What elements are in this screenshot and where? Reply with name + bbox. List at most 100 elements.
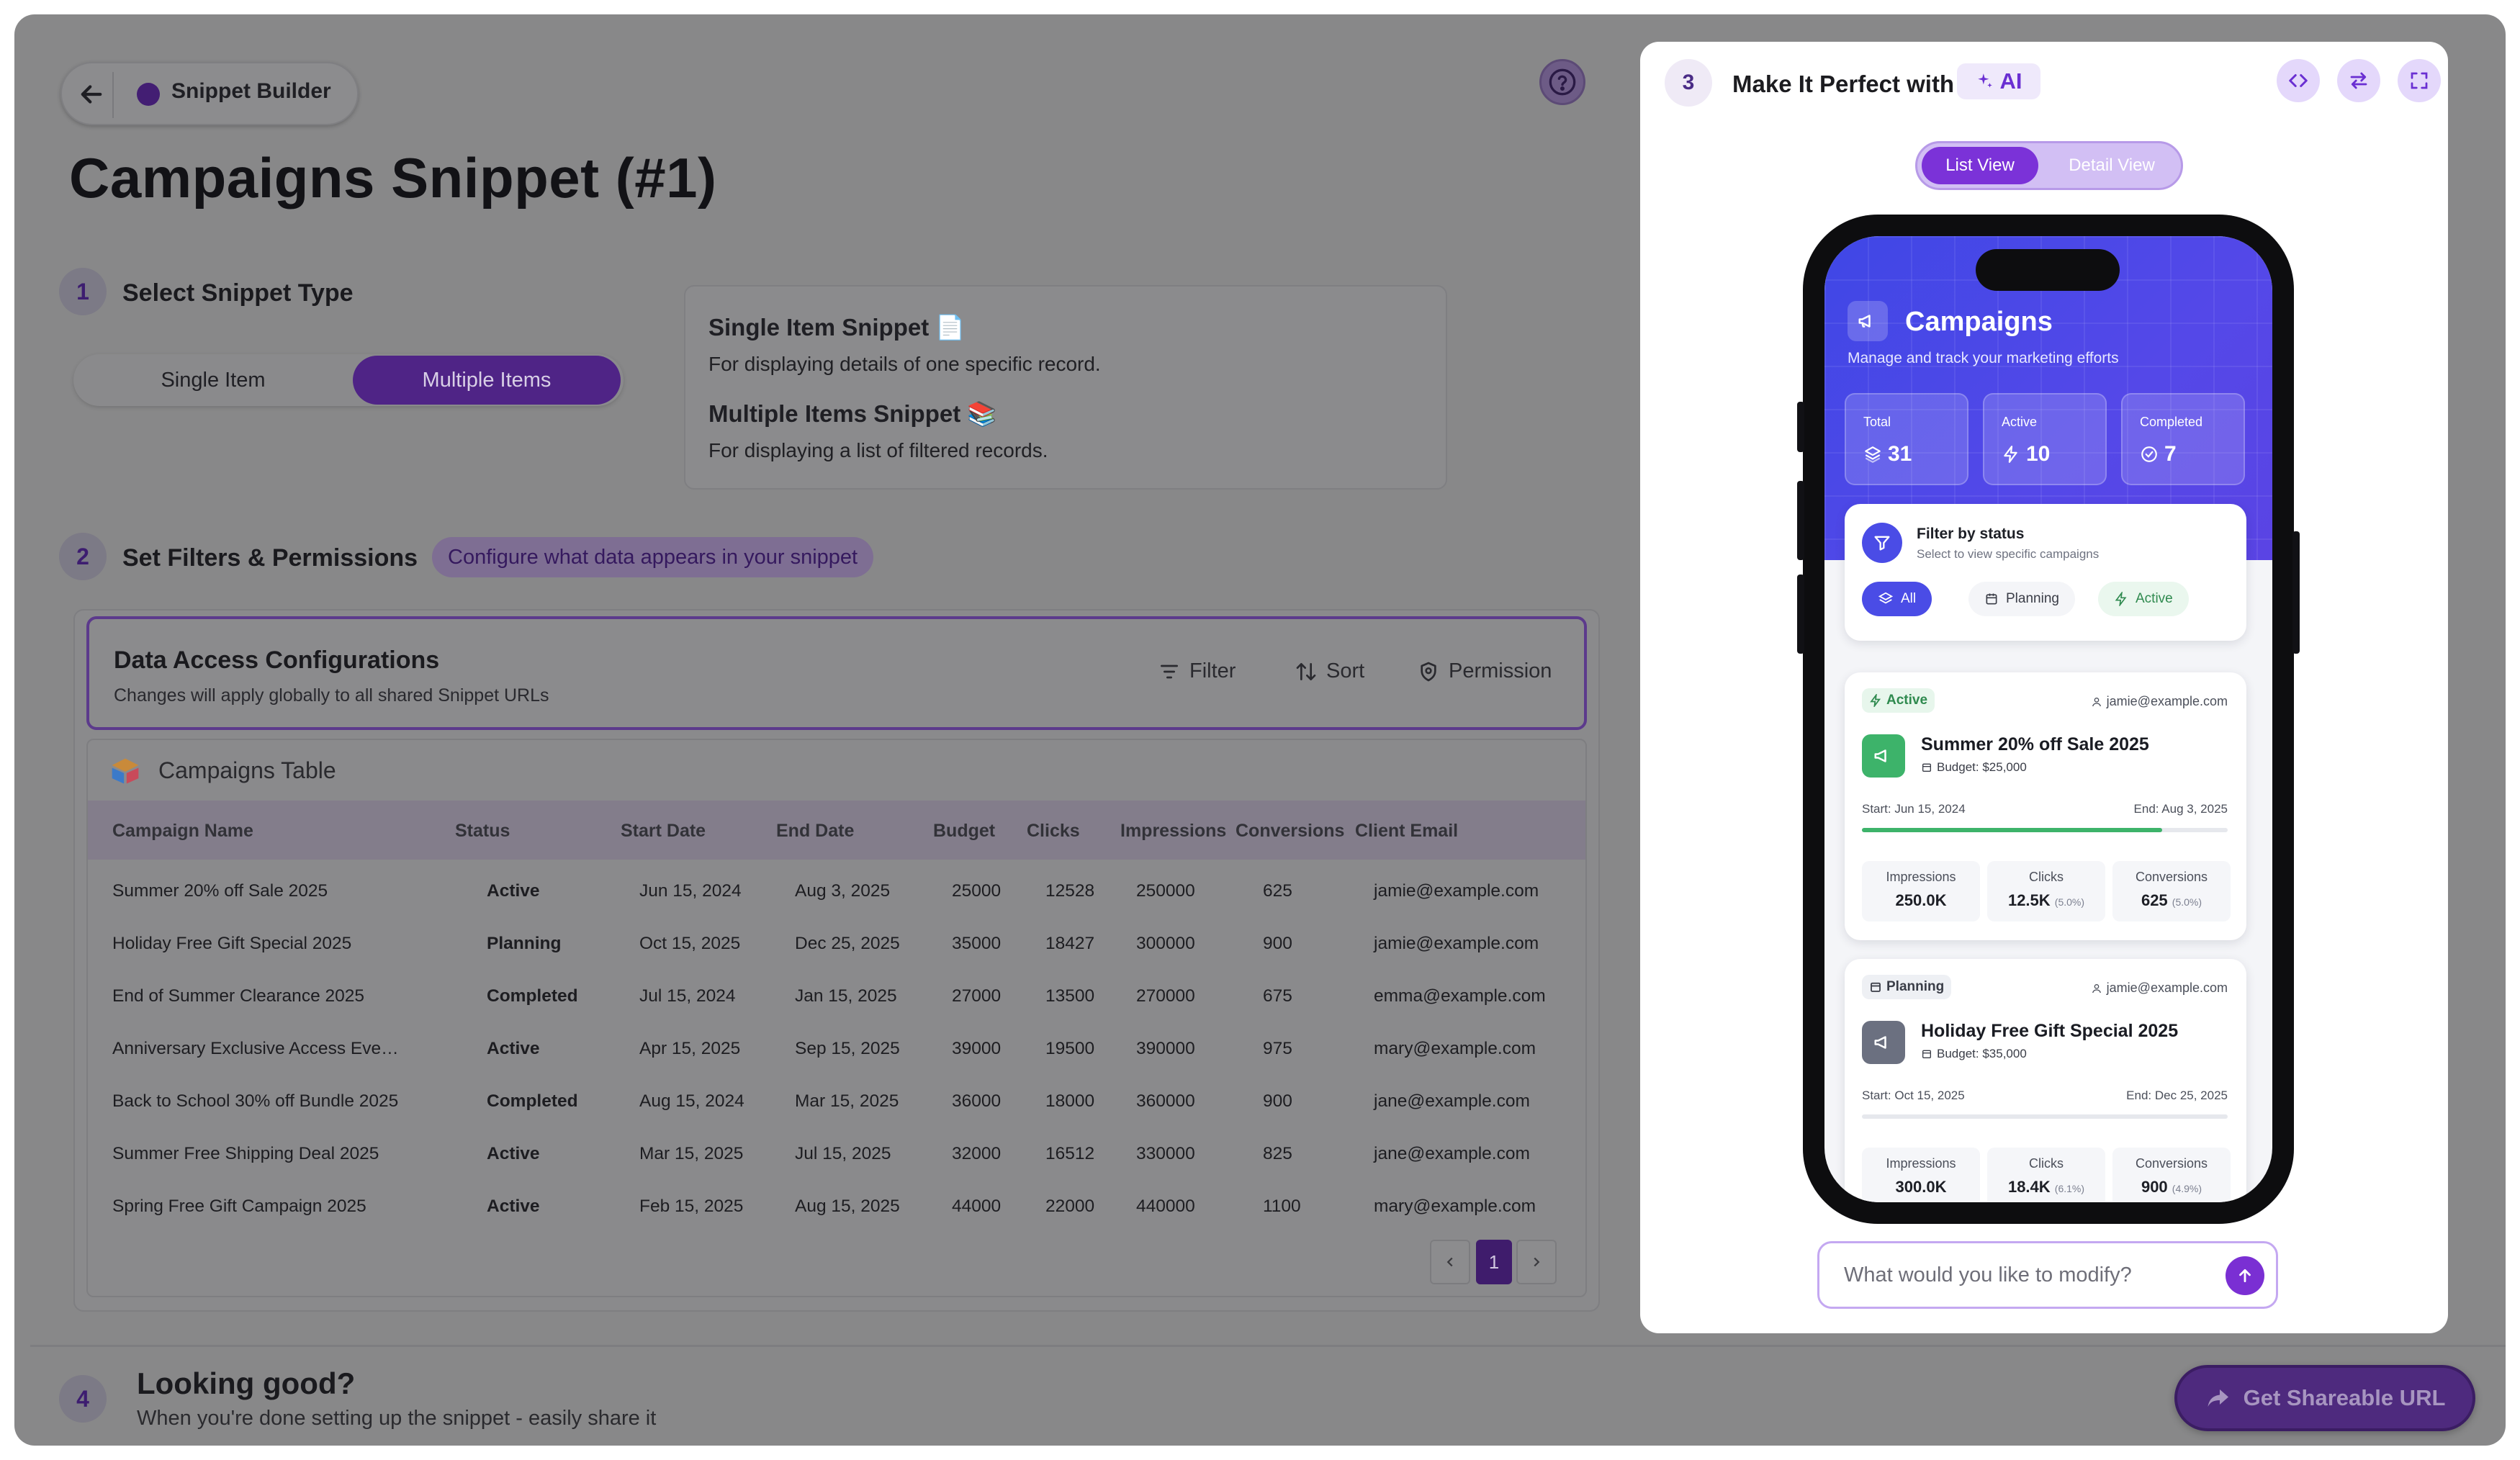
- table-cell: mary@example.com: [1374, 1039, 1536, 1058]
- table-cell: 250000: [1136, 881, 1195, 901]
- start-date: Start: Oct 15, 2025: [1862, 1089, 1965, 1102]
- campaign-name-cell: Spring Free Gift Campaign 2025: [112, 1197, 366, 1216]
- table-cell: 270000: [1136, 986, 1195, 1006]
- metric-box: Impressions 250.0K: [1862, 861, 1980, 921]
- status-cell: Planning: [487, 934, 562, 953]
- client-email: jamie@example.com: [2091, 694, 2228, 709]
- campaign-budget: Budget: $25,000: [1921, 760, 2027, 775]
- step-2-tag: Configure what data appears in your snip…: [432, 537, 874, 577]
- table-cell: Feb 15, 2025: [639, 1197, 744, 1216]
- col-header[interactable]: Status: [455, 821, 510, 841]
- multi-item-title: Multiple Items Snippet 📚: [708, 400, 997, 427]
- list-view-tab[interactable]: List View: [1922, 147, 2038, 184]
- help-icon[interactable]: [1539, 59, 1585, 105]
- table-cell: 330000: [1136, 1144, 1195, 1163]
- table-cell: 39000: [952, 1039, 1002, 1058]
- stat-label: Active: [2002, 415, 2038, 429]
- step-1-label: Select Snippet Type: [122, 279, 354, 307]
- metric-box: Conversions 900 (4.9%): [2112, 1148, 2231, 1202]
- fullscreen-button[interactable]: [2398, 59, 2441, 102]
- calendar-icon: [1922, 763, 1931, 772]
- prev-page-button[interactable]: [1430, 1240, 1470, 1284]
- preview-subtitle: Manage and track your marketing efforts: [1848, 350, 2119, 366]
- campaign-card[interactable]: Active jamie@example.com Summer 20% off Sa…: [1845, 672, 2246, 940]
- col-header[interactable]: Clicks: [1027, 821, 1080, 841]
- table-cell: Apr 15, 2025: [639, 1039, 741, 1058]
- user-icon: [2092, 983, 2101, 993]
- table-header: Campaign Name Status Start Date End Date…: [88, 801, 1585, 860]
- filter-label: Filter: [1189, 659, 1236, 682]
- campaign-name-cell: Summer 20% off Sale 2025: [112, 881, 328, 901]
- col-header[interactable]: Impressions: [1120, 821, 1227, 841]
- campaign-name-cell: Summer Free Shipping Deal 2025: [112, 1144, 379, 1163]
- table-cell: 975: [1263, 1039, 1292, 1058]
- sparkle-icon: [1977, 73, 1992, 88]
- end-date: End: Aug 3, 2025: [2133, 802, 2228, 816]
- table-cell: 825: [1263, 1144, 1292, 1163]
- filter-button[interactable]: Filter: [1158, 659, 1236, 683]
- chevron-right-icon: [1534, 1257, 1540, 1267]
- table-cell: Aug 15, 2025: [795, 1197, 900, 1216]
- send-button[interactable]: [2226, 1256, 2264, 1295]
- col-header[interactable]: Conversions: [1236, 821, 1345, 841]
- chip-planning[interactable]: Planning: [1968, 582, 2075, 616]
- col-header[interactable]: Budget: [933, 821, 996, 841]
- table-logo-icon: [112, 758, 139, 784]
- stat-value: 10: [2026, 442, 2051, 466]
- preview-title: Campaigns: [1905, 307, 2053, 337]
- code-icon: [2289, 74, 2308, 87]
- campaign-card[interactable]: Planning jamie@example.com Holiday Free Gi…: [1845, 959, 2246, 1202]
- next-page-button[interactable]: [1516, 1240, 1557, 1284]
- modify-prompt-input[interactable]: What would you like to modify?: [1817, 1241, 2278, 1309]
- chip-label: Active: [2136, 591, 2173, 606]
- table-cell: 440000: [1136, 1197, 1195, 1216]
- table-cell: 18427: [1045, 934, 1095, 953]
- status-badge: Planning: [1862, 975, 1952, 999]
- detail-view-tab[interactable]: Detail View: [2069, 156, 2155, 175]
- step-4-subtitle: When you're done setting up the snippet …: [137, 1407, 657, 1430]
- table-cell: 22000: [1045, 1197, 1095, 1216]
- metric-label: Clicks: [2029, 870, 2064, 884]
- metric-value: 900 (4.9%): [2141, 1178, 2202, 1196]
- col-header[interactable]: Client Email: [1355, 821, 1459, 841]
- page-1-button[interactable]: 1: [1476, 1240, 1512, 1284]
- filter-title: Filter by status: [1917, 526, 2025, 542]
- single-item-option[interactable]: Single Item: [161, 368, 266, 392]
- col-header[interactable]: Campaign Name: [112, 821, 253, 841]
- app-window: Snippet Builder Campaigns Snippet (#1) 1…: [14, 14, 2506, 1446]
- page-title: Campaigns Snippet (#1): [69, 146, 717, 209]
- snippet-type-toggle: Single Item Multiple Items: [73, 354, 624, 406]
- metric-box: Impressions 300.0K: [1862, 1148, 1980, 1202]
- sort-button[interactable]: Sort: [1295, 659, 1364, 683]
- back-arrow-icon[interactable]: [76, 79, 107, 109]
- table-cell: mary@example.com: [1374, 1197, 1536, 1216]
- table-cell: 44000: [952, 1197, 1002, 1216]
- chip-active[interactable]: Active: [2098, 582, 2189, 616]
- chip-all[interactable]: All: [1862, 582, 1932, 616]
- code-view-button[interactable]: [2277, 59, 2320, 102]
- megaphone-icon: [1862, 1021, 1905, 1064]
- get-shareable-url-button[interactable]: Get Shareable URL: [2174, 1365, 2475, 1431]
- stat-completed: Completed 7: [2121, 393, 2245, 485]
- sort-icon: [1296, 662, 1316, 680]
- col-header[interactable]: Start Date: [621, 821, 706, 841]
- client-email: jamie@example.com: [2091, 981, 2228, 996]
- table-cell: Jan 15, 2025: [795, 986, 897, 1006]
- progress-track: [1862, 1114, 2228, 1119]
- permission-button[interactable]: Permission: [1417, 659, 1552, 683]
- metric-label: Conversions: [2135, 1156, 2208, 1171]
- progress-fill: [1862, 828, 2162, 832]
- ai-badge: AI: [1957, 63, 2040, 99]
- megaphone-icon: [1848, 301, 1888, 341]
- multiple-items-option[interactable]: Multiple Items: [353, 356, 621, 405]
- table-cell: 390000: [1136, 1039, 1195, 1058]
- calendar-icon: [1922, 1050, 1931, 1058]
- status-cell: Active: [487, 1039, 540, 1058]
- table-cell: Mar 15, 2025: [795, 1091, 899, 1111]
- single-item-desc: For displaying details of one specific r…: [708, 353, 1101, 375]
- filter-funnel-icon: [1862, 523, 1902, 563]
- swap-button[interactable]: [2337, 59, 2380, 102]
- stat-value: 31: [1888, 442, 1912, 466]
- stat-label: Total: [1863, 415, 1891, 429]
- col-header[interactable]: End Date: [776, 821, 855, 841]
